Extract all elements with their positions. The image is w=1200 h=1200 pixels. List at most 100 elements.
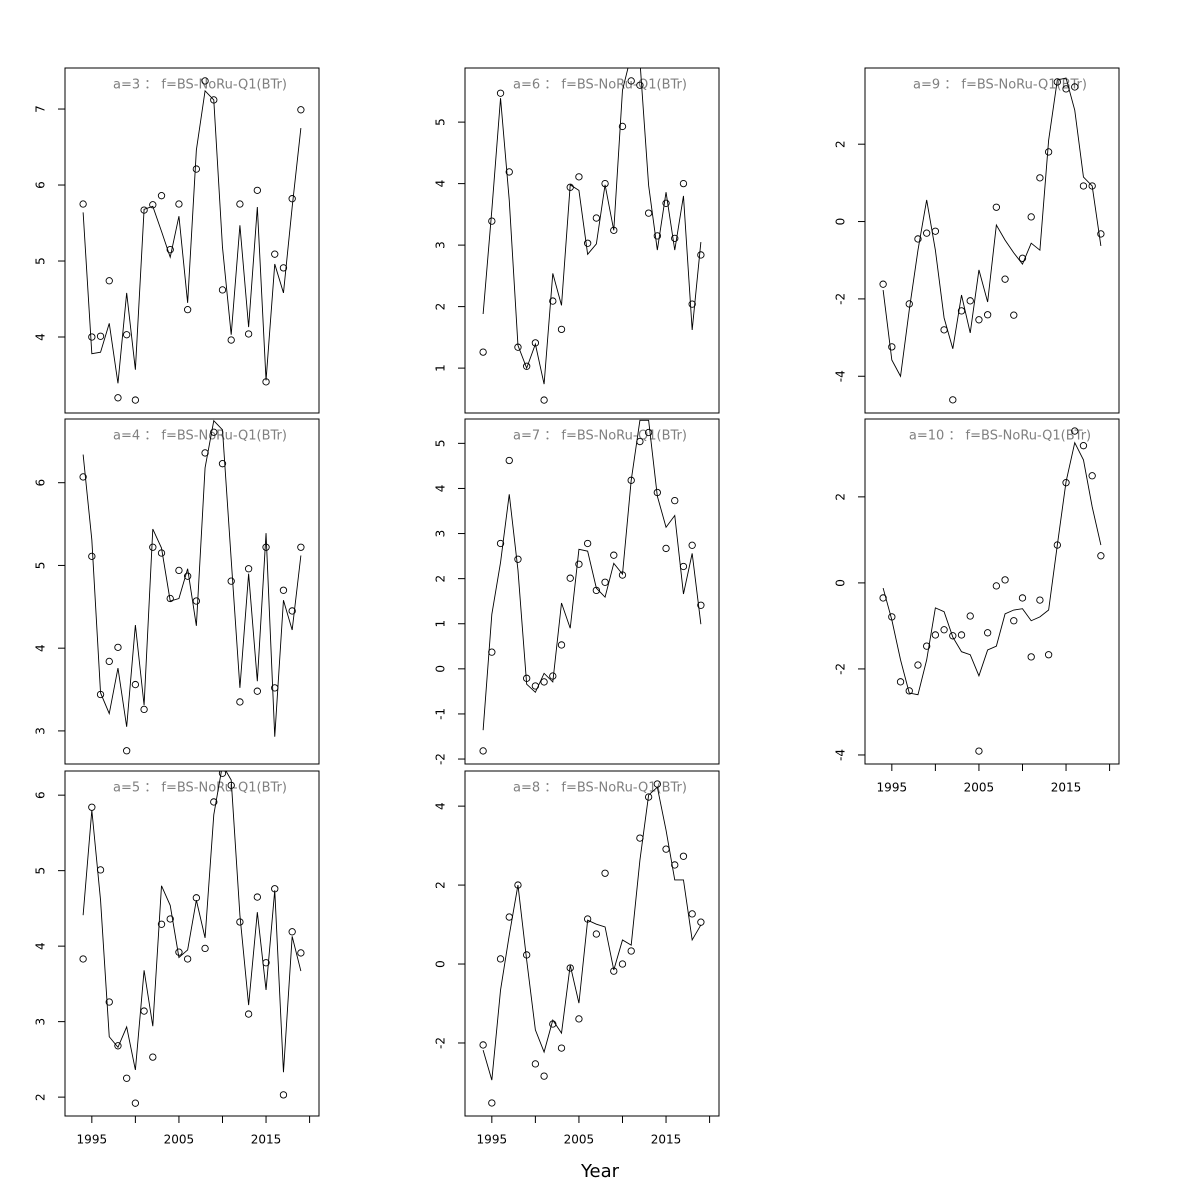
fit-line <box>882 77 1102 378</box>
data-point <box>896 678 905 686</box>
data-point <box>1097 230 1105 238</box>
data-point <box>531 1060 540 1068</box>
data-point <box>671 861 679 869</box>
data-point <box>879 594 887 602</box>
data-point <box>697 918 705 926</box>
data-point <box>88 803 96 811</box>
panel: a=7 ： f=BS-NoRu-Q1(BTr) -2 -1 0 1 2 3 4 5 <box>434 418 720 765</box>
data-point <box>662 845 670 853</box>
panel-title: a=9 ： f=BS-NoRu-Q1(BTr) <box>913 78 1087 93</box>
data-point <box>1071 427 1079 435</box>
data-point <box>192 597 201 605</box>
plot-area <box>479 780 705 1107</box>
data-point <box>923 229 931 237</box>
data-point <box>210 798 218 806</box>
data-point <box>88 333 96 341</box>
data-point <box>601 578 609 586</box>
data-point <box>1071 83 1079 91</box>
plot-frame <box>64 67 320 414</box>
data-point <box>105 657 113 666</box>
data-point <box>583 539 592 548</box>
panel: a=10 ： f=BS-NoRu-Q1(BTr) -4 -2 0 2 1995 2005 20… <box>834 418 1120 795</box>
data-point <box>583 239 592 247</box>
x-tick-label: 1995 <box>477 1133 508 1147</box>
data-point <box>114 394 122 402</box>
data-point <box>983 311 992 319</box>
data-point <box>105 998 113 1006</box>
fit-line <box>482 68 702 385</box>
data-point <box>940 326 948 334</box>
data-point <box>1044 651 1053 659</box>
y-tick-label: 3 <box>34 1018 48 1026</box>
data-point <box>949 632 957 640</box>
data-point <box>166 594 174 603</box>
data-point <box>1079 182 1088 190</box>
data-point <box>1036 596 1044 604</box>
data-point <box>131 680 140 689</box>
panel: a=3 ： f=BS-NoRu-Q1(BTr) 4 5 6 7 <box>34 67 320 414</box>
y-tick-label: -2 <box>434 1037 448 1049</box>
data-point <box>679 562 688 571</box>
data-point <box>575 1015 583 1023</box>
data-point <box>888 343 896 351</box>
data-point <box>540 678 548 686</box>
data-point <box>566 574 574 582</box>
fit-line <box>82 771 302 1073</box>
y-tick-label: 0 <box>434 665 448 673</box>
data-point <box>575 560 583 568</box>
data-point <box>244 1010 253 1018</box>
data-point <box>271 250 279 258</box>
y-tick-label: 5 <box>434 118 448 126</box>
y-tick-label: -2 <box>434 753 448 765</box>
y-tick-label: 1 <box>434 620 448 628</box>
panel: a=8 ： f=BS-NoRu-Q1(BTr) -2 0 2 4 1995 2005 2015 <box>434 770 720 1147</box>
data-point <box>679 852 688 860</box>
data-point <box>175 566 183 575</box>
data-point <box>297 543 305 551</box>
panel-title: a=5 ： f=BS-NoRu-Q1(BTr) <box>113 781 287 796</box>
data-point <box>157 920 166 928</box>
data-point <box>210 428 218 436</box>
y-tick-label: -2 <box>834 663 848 675</box>
data-point <box>201 77 209 85</box>
data-point <box>940 626 948 634</box>
data-point <box>636 81 644 89</box>
data-point <box>618 122 627 131</box>
data-point <box>253 186 261 194</box>
data-point <box>149 201 157 209</box>
data-point <box>505 168 513 176</box>
y-tick-label: 4 <box>34 942 48 950</box>
plot-frame <box>464 770 720 1117</box>
data-point <box>496 539 505 548</box>
panel-title: a=6 ： f=BS-NoRu-Q1(BTr) <box>513 78 687 93</box>
x-tick-label: 1995 <box>77 1133 108 1147</box>
data-point <box>244 330 253 338</box>
data-point <box>1079 442 1088 450</box>
data-point <box>218 771 227 777</box>
data-point <box>966 297 974 305</box>
data-point <box>279 264 288 272</box>
plot-frame <box>864 418 1120 765</box>
data-point <box>1044 148 1053 156</box>
y-tick-label: 0 <box>434 960 448 968</box>
y-tick-label: 6 <box>34 791 48 799</box>
y-tick-label: 4 <box>434 802 448 810</box>
data-point <box>88 552 96 560</box>
panel-title: a=10 ： f=BS-NoRu-Q1(BTr) <box>909 429 1091 444</box>
data-point <box>1010 311 1018 319</box>
data-point <box>688 910 696 918</box>
data-point <box>192 165 201 173</box>
y-tick-label: 3 <box>434 530 448 538</box>
panel: a=9 ： f=BS-NoRu-Q1(BTr) -4 -2 0 2 <box>834 67 1120 414</box>
y-tick-label: 3 <box>434 241 448 249</box>
panel: a=4 ： f=BS-NoRu-Q1(BTr) 3 4 5 6 <box>34 418 320 765</box>
data-point <box>975 747 983 755</box>
data-point <box>644 793 653 801</box>
data-point <box>488 217 496 225</box>
panel: a=6 ： f=BS-NoRu-Q1(BTr) 1 2 3 4 5 <box>434 67 720 414</box>
data-point <box>879 280 887 288</box>
data-point <box>96 332 105 340</box>
data-point <box>644 428 653 437</box>
data-point <box>1053 78 1061 86</box>
plot-area <box>79 419 305 755</box>
